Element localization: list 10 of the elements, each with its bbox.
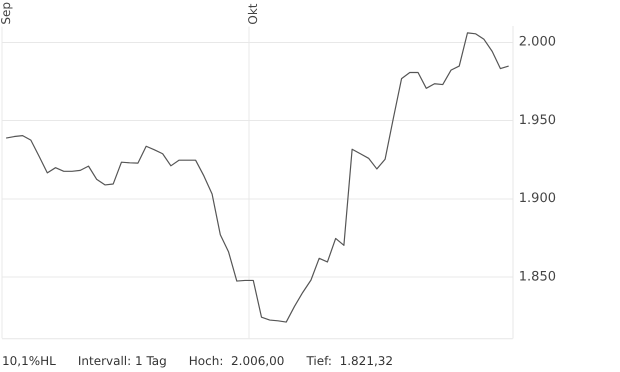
text: Intervall: 1 Tag xyxy=(78,354,167,368)
text: Tief: 1.821,32 xyxy=(306,354,394,368)
y-tick-label: 1.850 xyxy=(518,270,556,285)
text: 10,1%HL xyxy=(2,354,56,368)
x-tick-label: Okt xyxy=(246,3,260,25)
text: Hoch: 2.006,00 xyxy=(188,354,284,368)
y-tick-label: 2.000 xyxy=(518,34,556,50)
x-tick-label: Sep xyxy=(0,2,13,25)
y-tick-label: 1.950 xyxy=(518,112,556,128)
y-tick-label: 1.900 xyxy=(518,191,556,206)
